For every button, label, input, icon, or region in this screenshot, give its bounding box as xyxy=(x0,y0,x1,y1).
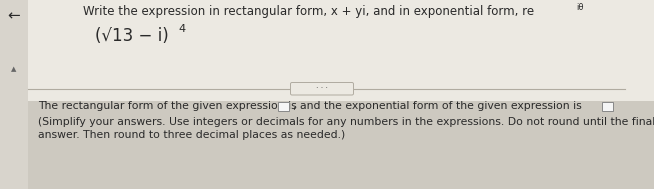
Text: Write the expression in rectangular form, x + yi, and in exponential form, re: Write the expression in rectangular form… xyxy=(83,5,534,18)
Text: (√13 − i): (√13 − i) xyxy=(95,27,169,45)
Text: answer. Then round to three decimal places as needed.): answer. Then round to three decimal plac… xyxy=(38,130,345,140)
FancyBboxPatch shape xyxy=(290,83,354,95)
Text: 4: 4 xyxy=(178,24,185,34)
Text: iθ: iθ xyxy=(576,2,583,12)
Bar xyxy=(0,101,654,189)
Text: · · ·: · · · xyxy=(316,84,328,93)
FancyBboxPatch shape xyxy=(602,102,613,111)
Text: (Simplify your answers. Use integers or decimals for any numbers in the expressi: (Simplify your answers. Use integers or … xyxy=(38,117,654,127)
FancyBboxPatch shape xyxy=(278,102,289,111)
Text: ←: ← xyxy=(8,9,20,23)
Text: ▲: ▲ xyxy=(11,66,17,72)
Text: , and the exponential form of the given expression is: , and the exponential form of the given … xyxy=(293,101,582,111)
Text: The rectangular form of the given expression is: The rectangular form of the given expres… xyxy=(38,101,297,111)
Bar xyxy=(0,0,654,101)
Bar xyxy=(0,0,28,189)
